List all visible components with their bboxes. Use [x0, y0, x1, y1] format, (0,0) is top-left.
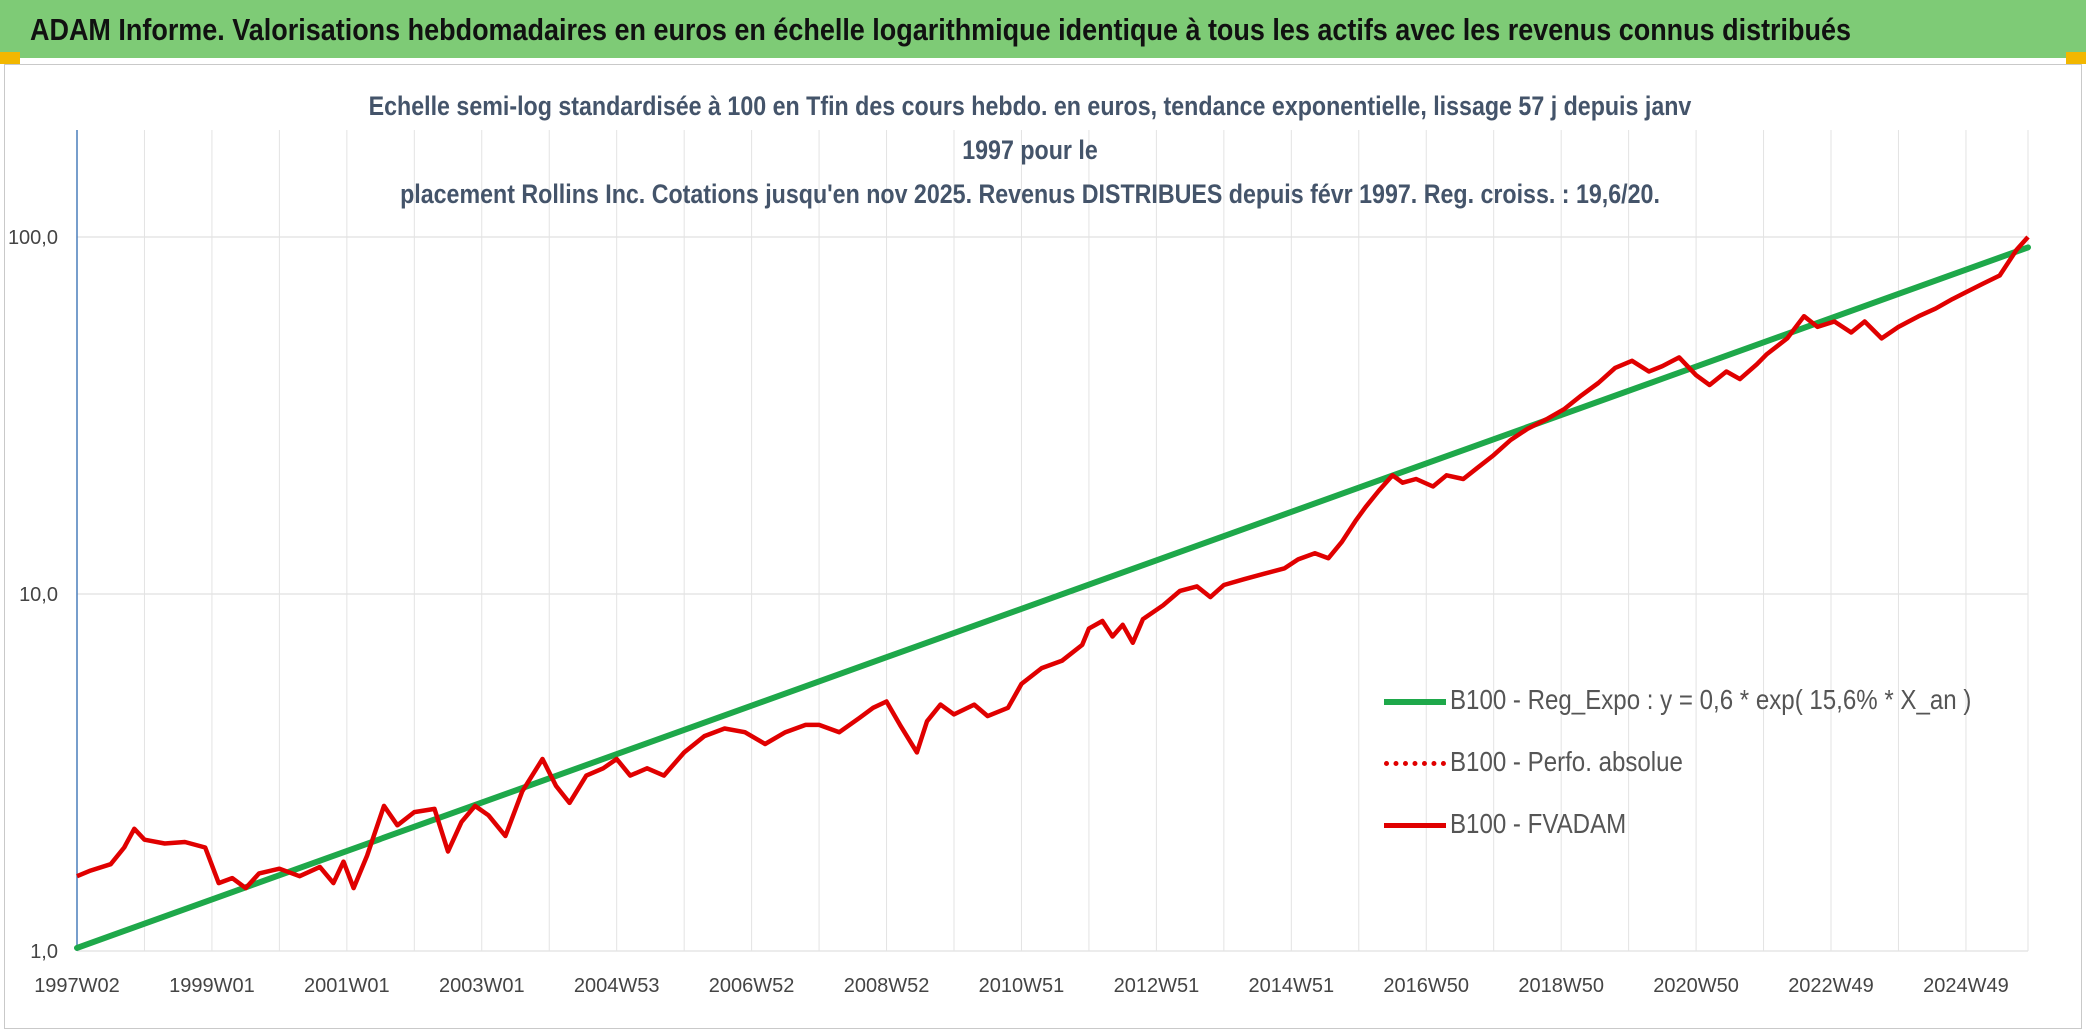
y-tick-label: 100,0: [8, 227, 58, 249]
x-tick-label: 2022W49: [1788, 975, 1874, 997]
x-tick-label: 2024W49: [1923, 975, 2009, 997]
legend-swatch-fvadam: [1384, 823, 1446, 828]
series-layer: [74, 235, 2031, 951]
y-tick-labels: 1,0 10,0 100,0: [8, 227, 58, 963]
x-tick-label: 2014W51: [1249, 975, 1335, 997]
x-tick-label: 1999W01: [169, 975, 255, 997]
series-line-fvadam: [76, 235, 2030, 891]
x-tick-label: 2001W01: [304, 975, 390, 997]
x-tick-labels: 1997W02 1999W01 2001W01 2003W01 2004W53 2006W…: [34, 975, 2009, 997]
chart-subtitle: Echelle semi-log standardisée à 100 en T…: [342, 84, 1718, 216]
x-tick-label: 2020W50: [1653, 975, 1739, 997]
x-tick-label: 2018W50: [1518, 975, 1604, 997]
legend-label-perfo: B100 - Perfo. absolue: [1450, 746, 1683, 777]
corner-mark-top-left: [0, 52, 20, 64]
x-tick-label: 2003W01: [439, 975, 525, 997]
legend-swatch-regression: [1384, 699, 1446, 705]
x-tick-label: 2004W53: [574, 975, 660, 997]
chart-subtitle-line-2: placement Rollins Inc. Cotations jusqu'e…: [400, 179, 1660, 209]
chart-legend: B100 - Reg_Expo : y = 0,6 * exp( 15,6% *…: [1384, 680, 2044, 880]
x-tick-label: 2008W52: [844, 975, 930, 997]
chart-subtitle-line-1: Echelle semi-log standardisée à 100 en T…: [368, 91, 1692, 165]
y-tick-label: 10,0: [19, 584, 58, 606]
y-tick-label: 1,0: [30, 941, 58, 963]
corner-mark-top-right: [2066, 52, 2086, 64]
x-tick-label: 2006W52: [709, 975, 795, 997]
series-line-regression: [74, 244, 2031, 951]
chart-frame: [4, 64, 2082, 1029]
legend-label-fvadam: B100 - FVADAM: [1450, 808, 1627, 839]
x-tick-label: 2010W51: [979, 975, 1065, 997]
top-banner: ADAM Informe. Valorisations hebdomadaire…: [0, 0, 2086, 58]
x-tick-label: 2012W51: [1114, 975, 1200, 997]
legend-swatch-perfo: [1384, 761, 1446, 766]
x-tick-label: 2016W50: [1383, 975, 1469, 997]
x-tick-label: 1997W02: [34, 975, 120, 997]
banner-title: ADAM Informe. Valorisations hebdomadaire…: [30, 12, 1851, 47]
legend-label-regression: B100 - Reg_Expo : y = 0,6 * exp( 15,6% *…: [1450, 684, 1972, 715]
